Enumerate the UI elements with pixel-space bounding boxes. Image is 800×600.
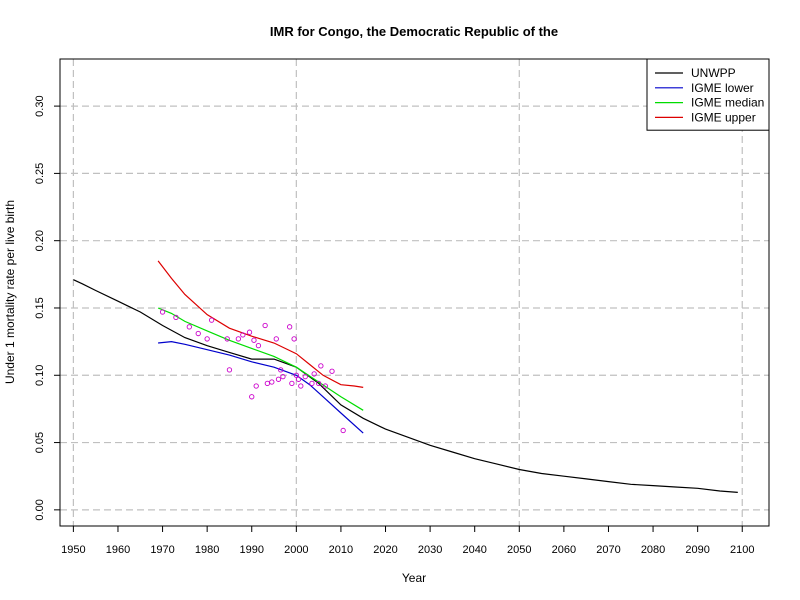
legend-label: IGME upper <box>691 110 756 124</box>
x-tick-label: 1990 <box>239 544 263 556</box>
x-tick-label: 2060 <box>552 544 576 556</box>
axes: 1950 1960 1970 1980 1990 2000 2010 2020 2030 2040… <box>34 95 754 556</box>
legend-label: IGME lower <box>691 81 754 95</box>
survey-point <box>255 343 262 349</box>
chart-title: IMR for Congo, the Democratic Republic o… <box>270 24 558 39</box>
survey-point <box>322 383 328 389</box>
x-tick-label: 2040 <box>462 544 486 556</box>
survey-point <box>309 380 315 386</box>
survey-point <box>235 336 242 342</box>
x-tick-label: 1960 <box>106 544 130 556</box>
survey-point <box>269 379 275 385</box>
survey-point <box>273 336 279 342</box>
survey-point <box>340 427 346 434</box>
survey-point <box>240 332 246 338</box>
y-tick-label: 0.30 <box>34 95 46 116</box>
survey-point <box>159 309 166 315</box>
y-tick-label: 0.20 <box>34 230 46 251</box>
survey-point <box>291 336 297 342</box>
survey-point <box>251 337 257 343</box>
survey-point <box>246 329 253 335</box>
survey-point <box>173 314 179 321</box>
survey-point <box>329 368 335 374</box>
series-line-igme-median <box>157 307 364 411</box>
y-tick-label: 0.00 <box>34 499 46 520</box>
x-tick-label: 2020 <box>373 544 397 556</box>
survey-point <box>302 373 308 380</box>
survey-point <box>315 380 322 386</box>
survey-point <box>293 372 299 378</box>
survey-point <box>262 322 268 329</box>
survey-points <box>159 309 346 434</box>
series-layer <box>73 260 738 493</box>
y-tick-label: 0.25 <box>34 163 46 184</box>
survey-point <box>226 367 233 373</box>
y-axis-label: Under 1 mortality rate per live birth <box>3 200 17 384</box>
survey-point <box>186 324 192 330</box>
survey-point <box>286 324 293 330</box>
legend-box <box>646 58 770 131</box>
x-tick-label: 2000 <box>284 544 308 556</box>
survey-point <box>204 336 210 342</box>
survey-point <box>195 330 201 337</box>
survey-point <box>264 380 270 386</box>
series-line-unwpp <box>73 279 738 493</box>
x-tick-label: 2030 <box>418 544 442 556</box>
x-axis-label: Year <box>402 571 426 585</box>
y-tick-label: 0.15 <box>34 297 46 318</box>
plot-frame <box>59 58 770 527</box>
survey-point <box>280 373 286 380</box>
x-tick-label: 2090 <box>685 544 709 556</box>
x-tick-label: 2080 <box>641 544 665 556</box>
survey-point <box>278 367 284 373</box>
survey-point <box>249 394 255 400</box>
survey-point <box>311 371 317 377</box>
x-tick-label: 1950 <box>61 544 85 556</box>
survey-point <box>298 383 304 389</box>
survey-point <box>295 376 302 382</box>
y-tick-label: 0.10 <box>34 365 46 386</box>
survey-point <box>275 376 282 382</box>
x-tick-label: 2070 <box>596 544 620 556</box>
y-tick-label: 0.05 <box>34 432 46 453</box>
legend-label: UNWPP <box>691 66 736 80</box>
series-line-igme-lower <box>158 340 364 434</box>
x-tick-label: 2010 <box>329 544 353 556</box>
survey-point <box>224 336 230 342</box>
survey-point <box>208 317 215 323</box>
x-tick-label: 2100 <box>730 544 754 556</box>
survey-point <box>289 380 295 386</box>
x-tick-label: 1970 <box>150 544 174 556</box>
survey-point <box>253 383 259 389</box>
survey-point <box>318 363 324 369</box>
grid <box>60 59 769 526</box>
x-tick-label: 2050 <box>507 544 531 556</box>
legend-label: IGME median <box>691 96 764 110</box>
x-tick-label: 1980 <box>195 544 219 556</box>
series-line-igme-upper <box>157 260 364 388</box>
